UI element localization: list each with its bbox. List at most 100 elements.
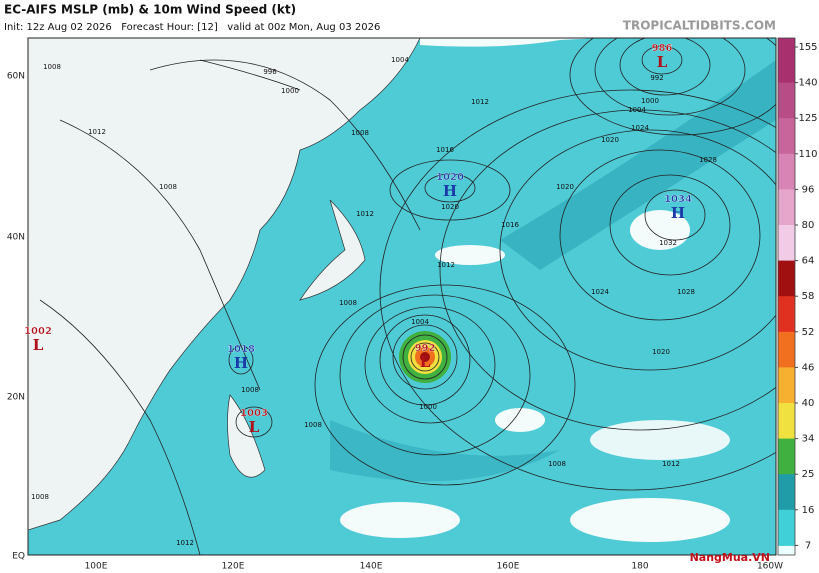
center-letter: L — [657, 53, 668, 71]
isobar-label: 996 — [263, 68, 277, 76]
isobar-label: 1008 — [31, 493, 49, 501]
isobar-label: 1004 — [391, 56, 409, 64]
isobar-label: 1020 — [652, 348, 670, 356]
isobar-label: 1020 — [441, 203, 459, 211]
map-frame — [27, 37, 777, 556]
center-letter: H — [234, 354, 248, 372]
calm-area — [590, 420, 730, 460]
colorbar: 155 140 125 110 96 80 64 58 52 46 40 34 25 16 7 — [777, 37, 818, 556]
typhoon-wind — [420, 352, 430, 362]
colorbar-label: 96 — [802, 184, 815, 195]
colorbar-segment — [778, 189, 795, 226]
coastline — [28, 38, 421, 531]
colorbar-label: 58 — [802, 291, 815, 302]
isobar-label: 1028 — [677, 288, 695, 296]
center-letter: L — [249, 418, 260, 436]
colorbar-segment — [778, 225, 795, 262]
isobar-label: 1020 — [601, 136, 619, 144]
site-name: TROPICALTIDBITS.COM — [623, 19, 776, 33]
colorbar-label: 46 — [802, 362, 815, 373]
colorbar-segment — [778, 438, 795, 475]
lat-label: 20N — [7, 393, 25, 403]
center-letter: H — [443, 182, 457, 200]
colorbar-label: 25 — [802, 469, 815, 480]
isobar-label: 1008 — [548, 460, 566, 468]
lat-label: 60N — [7, 72, 25, 82]
isobar-label: 1004 — [628, 106, 646, 114]
center-pressure: 1020 — [436, 172, 464, 183]
isobar-label: 1020 — [556, 183, 574, 191]
calm-area — [495, 408, 545, 432]
center-pressure: 992 — [415, 343, 436, 354]
lon-label: 140E — [360, 562, 383, 572]
colorbar-segment — [778, 403, 795, 440]
colorbar-label: 155 — [798, 42, 817, 53]
center-pressure: 1018 — [227, 344, 255, 355]
colorbar-segment — [778, 47, 795, 84]
lon-label: 100E — [85, 562, 108, 572]
center-pressure: 986 — [652, 43, 673, 54]
colorbar-segment — [778, 367, 795, 404]
isobar-label: 1024 — [591, 288, 609, 296]
isobar-label: 1000 — [641, 97, 659, 105]
isobar-label: 1008 — [304, 421, 322, 429]
isobar-label: 1000 — [419, 403, 437, 411]
subtitle: Init: 12z Aug 02 2026 Forecast Hour: [12… — [4, 22, 380, 33]
isobar-label: 1004 — [411, 318, 429, 326]
watermark: NangMua.VN — [690, 551, 770, 564]
colorbar-segment — [778, 509, 795, 546]
colorbar-segment — [778, 545, 795, 555]
isobar-label: 1008 — [43, 63, 61, 71]
isobar-label: 1012 — [471, 98, 489, 106]
colorbar-label: 140 — [798, 78, 817, 89]
calm-area — [340, 502, 460, 538]
calm-area — [420, 38, 600, 47]
lon-label: 180 — [631, 562, 648, 572]
colorbar-segment — [778, 260, 795, 297]
colorbar-label: 80 — [802, 220, 815, 231]
lon-label: 160E — [497, 562, 520, 572]
isobar-label: 1024 — [631, 124, 649, 132]
isobars — [39, 38, 776, 555]
center-letter: H — [671, 204, 685, 222]
japan — [299, 199, 366, 301]
isobar-label: 1028 — [699, 156, 717, 164]
isobar-label: 1000 — [281, 87, 299, 95]
title: EC-AIFS MSLP (mb) & 10m Wind Speed (kt) — [4, 3, 296, 17]
isobar-label: 1008 — [159, 183, 177, 191]
lon-label: 120E — [222, 562, 245, 572]
wind-band — [330, 420, 560, 482]
colorbar-label: 110 — [798, 149, 817, 160]
calm-area — [570, 498, 730, 542]
wind-band — [500, 60, 776, 270]
lat-label: EQ — [12, 552, 25, 562]
isobar-label: 1012 — [88, 128, 106, 136]
colorbar-segment — [778, 474, 795, 511]
colorbar-label: 16 — [802, 505, 815, 516]
land — [28, 38, 420, 530]
colorbar-label: 52 — [802, 327, 815, 338]
colorbar-segment — [778, 82, 795, 119]
colorbar-label: 40 — [802, 398, 815, 409]
colorbar-label: 34 — [802, 434, 815, 445]
colorbar-label: 125 — [798, 113, 817, 124]
colorbar-label: 7 — [805, 540, 811, 551]
isobar-label: 1016 — [501, 221, 519, 229]
colorbar-label: 64 — [802, 256, 815, 267]
center-pressure: 1002 — [24, 326, 52, 337]
isobar-label: 1012 — [437, 261, 455, 269]
center-letter: L — [420, 353, 431, 371]
isobar-label: 992 — [650, 74, 663, 82]
map-area — [28, 38, 776, 555]
center-pressure: 1034 — [664, 194, 692, 205]
isobar-label: 1008 — [351, 129, 369, 137]
center-letter: L — [33, 336, 44, 354]
isobar-label: 1008 — [241, 386, 259, 394]
colorbar-segment — [778, 296, 795, 333]
colorbar-segment — [778, 153, 795, 190]
isobar-label: 1016 — [436, 146, 454, 154]
isobar-label: 1008 — [339, 299, 357, 307]
philippines — [227, 394, 266, 478]
isobar-label: 1012 — [662, 460, 680, 468]
